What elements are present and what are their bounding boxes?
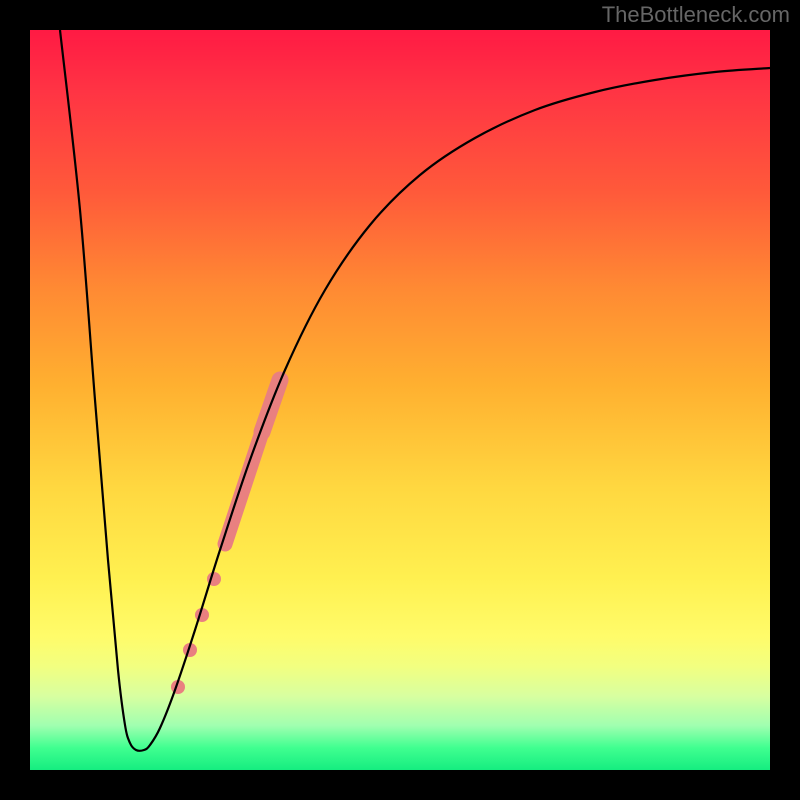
markers-group xyxy=(171,380,280,694)
marker-segment xyxy=(225,432,262,544)
bottleneck-curve xyxy=(60,30,770,751)
watermark-text: TheBottleneck.com xyxy=(602,2,790,28)
plot-area xyxy=(30,30,770,770)
curve-svg xyxy=(30,30,770,770)
